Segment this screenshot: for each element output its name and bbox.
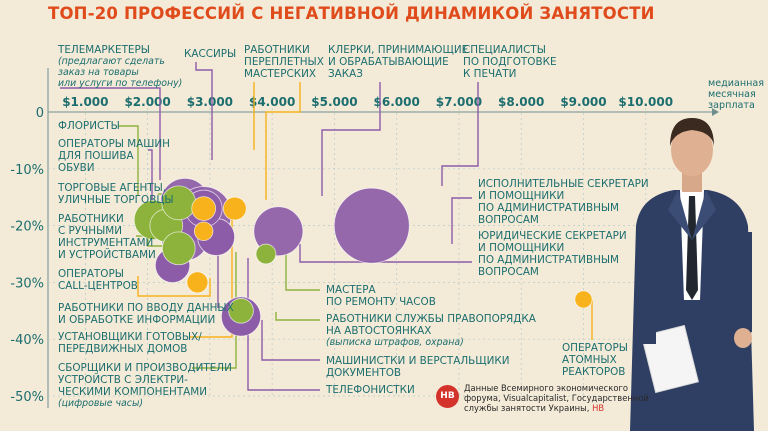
leader-line xyxy=(60,87,161,180)
leader-line xyxy=(275,312,320,321)
purple-bubble xyxy=(333,187,410,264)
leader-line xyxy=(299,244,472,263)
x-tick-label: $2.000 xyxy=(124,95,170,109)
yellow-bubble xyxy=(191,196,217,221)
y-tick-label: -20% xyxy=(10,220,44,235)
label-parking-note: (выписка штрафов, охрана) xyxy=(326,337,464,348)
leader-line xyxy=(321,82,381,196)
leader-line xyxy=(137,276,211,297)
x-axis-unit: медианная месячная зарплата xyxy=(708,78,765,111)
label-hand-tools: РАБОТНИКИ С РУЧНЫМИ ИНСТРУМЕНТАМИ И УСТР… xyxy=(58,213,156,261)
lapel-right xyxy=(692,190,716,240)
hand-right xyxy=(734,328,752,348)
label-nuclear: ОПЕРАТОРЫ АТОМНЫХ РЕАКТОРОВ xyxy=(562,342,628,378)
label-clerks: КЛЕРКИ, ПРИНИМАЮЩИЕ И ОБРАБАТЫВАЮЩИЕ ЗАК… xyxy=(328,44,469,80)
green-bubble xyxy=(255,243,277,265)
yellow-bubble xyxy=(222,196,247,221)
tie xyxy=(686,196,698,300)
label-telemarketers: ТЕЛЕМАРКЕТЕРЫ xyxy=(58,44,150,56)
lapel-left xyxy=(668,190,692,240)
label-watch-repair: МАСТЕРА ПО РЕМОНТУ ЧАСОВ xyxy=(326,284,436,308)
arm-right xyxy=(734,232,752,332)
yellow-bubble xyxy=(574,290,593,309)
label-electronics-note: (цифровые часы) xyxy=(58,398,144,409)
leader-line xyxy=(451,197,472,244)
yellow-bubble xyxy=(186,271,209,294)
label-legal-secretaries: ЮРИДИЧЕСКИЕ СЕКРЕТАРИ И ПОМОЩНИКИ ПО АДМ… xyxy=(478,230,627,278)
nv-logo: НВ xyxy=(436,385,459,408)
y-tick-label: -10% xyxy=(10,163,44,178)
leader-line xyxy=(265,82,301,200)
label-telephonists: ТЕЛЕФОНИСТКИ xyxy=(326,384,415,396)
label-mobile-homes: УСТАНОВЩИКИ ГОТОВЫХ/ ПЕРЕДВИЖНЫХ ДОМОВ xyxy=(58,331,202,355)
label-florists: ФЛОРИСТЫ xyxy=(58,120,120,132)
leader-line xyxy=(441,82,479,186)
head xyxy=(671,124,713,176)
label-print-prep: СПЕЦИАЛИСТЫ ПО ПОДГОТОВКЕ К ПЕЧАТИ xyxy=(463,44,557,80)
x-tick-label: $4.000 xyxy=(249,95,295,109)
x-axis-arrow xyxy=(712,108,719,116)
y-tick-label: -50% xyxy=(10,390,44,405)
x-tick-label: $3.000 xyxy=(187,95,233,109)
x-tick-label: $7.000 xyxy=(436,95,482,109)
source-note: Данные Всемирного экономического форума,… xyxy=(464,383,649,413)
purple-bubble xyxy=(253,206,304,257)
label-data-entry: РАБОТНИКИ ПО ВВОДУ ДАННЫХ И ОБРАБОТКЕ ИН… xyxy=(58,302,234,326)
y-tick-label: -40% xyxy=(10,333,44,348)
label-cashiers: КАССИРЫ xyxy=(184,48,237,60)
label-street-sales: ТОРГОВЫЕ АГЕНТЫ, УЛИЧНЫЕ ТОРГОВЦЫ xyxy=(58,182,174,206)
page-title: ТОП-20 ПРОФЕССИЙ С НЕГАТИВНОЙ ДИНАМИКОЙ … xyxy=(48,4,655,23)
arm-left xyxy=(636,232,656,344)
green-bubble xyxy=(228,298,254,324)
label-exec-secretaries: ИСПОЛНИТЕЛЬНЫЕ СЕКРЕТАРИ И ПОМОЩНИКИ ПО … xyxy=(478,178,649,226)
y-tick-label: -30% xyxy=(10,276,44,291)
bubbles xyxy=(133,177,593,337)
label-electronics: СБОРЩИКИ И ПРОИЗВОДИТЕЛИ УСТРОЙСТВ С ЭЛЕ… xyxy=(58,362,232,398)
y-axis: 0 -10% -20% -30% -40% -50% xyxy=(10,106,44,405)
label-telemarketers-note: (предлагают сделать заказ на товары или … xyxy=(58,56,183,89)
label-typesetters: МАШИНИСТКИ И ВЕРСТАЛЬЩИКИ ДОКУМЕНТОВ xyxy=(326,355,510,379)
person-illustration xyxy=(630,118,754,431)
source-brand: НВ xyxy=(592,403,605,413)
leader-line xyxy=(192,252,237,369)
x-tick-label: $8.000 xyxy=(498,95,544,109)
leader-line xyxy=(195,62,213,160)
x-tick-label: $1.000 xyxy=(62,95,108,109)
label-bookbinders: РАБОТНИКИ ПЕРЕПЛЕТНЫХ МАСТЕРСКИХ xyxy=(244,44,324,80)
yellow-bubble xyxy=(193,221,214,241)
x-tick-label: $6.000 xyxy=(374,95,420,109)
hair xyxy=(670,118,714,146)
leader-line xyxy=(285,254,320,291)
x-tick-label: $5.000 xyxy=(311,95,357,109)
leader-line xyxy=(261,320,320,361)
label-call-center: ОПЕРАТОРЫ CALL-ЦЕНТРОВ xyxy=(58,268,138,292)
x-tick-label: $10.000 xyxy=(618,95,673,109)
green-bubble xyxy=(161,231,196,266)
leader-line xyxy=(118,125,139,196)
leader-line xyxy=(190,214,233,338)
label-shoe-operators: ОПЕРАТОРЫ МАШИН ДЛЯ ПОШИВА ОБУВИ xyxy=(58,138,170,174)
source-text: Данные Всемирного экономического форума,… xyxy=(464,383,649,413)
y-tick-label: 0 xyxy=(36,106,44,121)
x-tick-label: $9.000 xyxy=(560,95,606,109)
x-axis: $1.000 $2.000 $3.000 $4.000 $5.000 $6.000 $7.0… xyxy=(62,95,673,109)
label-parking: РАБОТНИКИ СЛУЖБЫ ПРАВОПОРЯДКА НА АВТОСТО… xyxy=(326,313,536,337)
